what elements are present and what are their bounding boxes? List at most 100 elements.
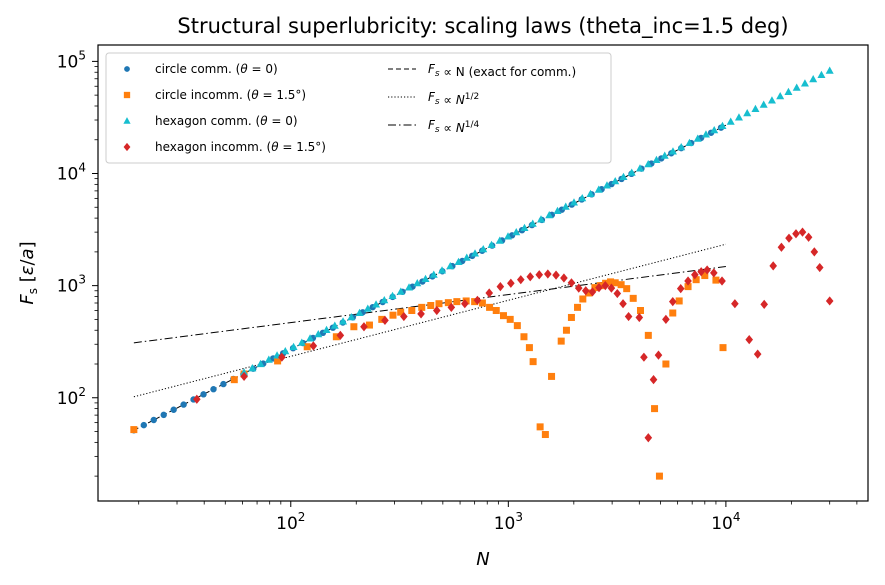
data-point: [785, 233, 793, 243]
data-point: [123, 142, 131, 152]
data-point: [495, 236, 504, 244]
data-point: [753, 349, 762, 359]
legend-label: Fs ∝ N1/4: [428, 118, 480, 135]
data-point: [649, 375, 658, 385]
data-point: [644, 433, 653, 443]
data-point: [473, 295, 482, 305]
data-point: [471, 249, 480, 257]
data-point: [496, 282, 505, 292]
data-point: [471, 298, 479, 306]
series-group: [240, 66, 834, 376]
data-point: [691, 270, 699, 280]
data-point: [461, 299, 469, 309]
data-point: [529, 358, 537, 366]
data-point: [585, 289, 593, 297]
legend-box: [105, 52, 612, 164]
data-point: [256, 359, 265, 368]
data-point: [777, 242, 786, 252]
data-point: [248, 364, 257, 372]
data-point: [619, 299, 627, 309]
data-point: [421, 274, 430, 283]
data-point: [405, 283, 414, 291]
data-point: [660, 151, 669, 159]
data-point: [180, 401, 187, 408]
data-point: [676, 284, 685, 294]
y-tick-label: 105: [57, 48, 86, 72]
data-point: [557, 337, 565, 345]
data-point: [560, 273, 568, 283]
plot-frame: [97, 44, 869, 502]
data-point: [220, 380, 227, 388]
data-point: [767, 96, 776, 104]
data-point: [123, 91, 131, 99]
data-point: [745, 335, 754, 345]
data-point: [548, 372, 556, 380]
y-tick-label: 103: [57, 273, 86, 297]
data-point: [579, 295, 587, 303]
data-point: [809, 74, 818, 83]
data-point: [817, 70, 826, 79]
data-point: [520, 333, 528, 341]
data-point: [230, 376, 238, 384]
x-tick-label: 103: [494, 510, 523, 534]
legend-label: circle incomm. (θ = 1.5°): [155, 88, 306, 102]
data-point: [447, 302, 456, 312]
legend-label: hexagon incomm. (θ = 1.5°): [155, 140, 326, 154]
data-point: [693, 134, 702, 142]
data-point: [278, 352, 286, 362]
data-point: [760, 299, 768, 310]
data-point: [595, 283, 603, 293]
data-point: [623, 285, 631, 293]
data-point: [718, 276, 726, 286]
data-point: [635, 164, 644, 172]
data-point: [701, 130, 710, 138]
data-point: [800, 79, 809, 87]
data-point: [825, 66, 834, 74]
data-point: [200, 391, 207, 398]
data-point: [525, 344, 533, 352]
data-point: [520, 223, 529, 232]
data-point: [692, 276, 700, 284]
x-tick-label: 104: [711, 510, 740, 534]
data-point: [602, 181, 611, 189]
data-point: [651, 405, 659, 413]
data-point: [350, 323, 358, 331]
data-point: [389, 311, 397, 319]
data-point: [453, 298, 461, 306]
x-axis-label: N: [476, 549, 489, 570]
data-point: [607, 278, 615, 286]
data-point: [718, 121, 727, 130]
data-point: [697, 267, 705, 277]
data-point: [684, 283, 692, 291]
y-tick-label: 102: [57, 385, 86, 409]
data-point: [640, 352, 648, 362]
data-point: [512, 227, 521, 236]
data-point: [355, 308, 364, 317]
reference-line: [133, 243, 727, 398]
data-point: [170, 406, 177, 413]
data-point: [581, 286, 590, 296]
data-point: [281, 347, 290, 355]
data-point: [478, 299, 486, 307]
data-point: [636, 307, 644, 315]
data-point: [751, 104, 760, 113]
data-point: [734, 113, 743, 121]
data-point: [446, 261, 455, 270]
data-point: [569, 198, 578, 206]
data-point: [567, 278, 576, 288]
data-point: [309, 341, 318, 351]
data-point: [438, 266, 447, 274]
data-point: [526, 272, 535, 282]
legend: circle comm. (θ = 0) circle incomm. (θ = …: [105, 52, 612, 164]
data-point: [537, 215, 546, 223]
data-point: [652, 155, 661, 164]
data-point: [427, 301, 435, 309]
data-point: [380, 295, 389, 304]
data-point: [274, 357, 282, 365]
data-point: [297, 338, 306, 346]
data-point: [675, 297, 683, 305]
chart-title: Structural superlubricity: scaling laws …: [177, 14, 788, 39]
reference-line: [133, 124, 727, 431]
data-point: [400, 311, 408, 322]
data-point: [710, 268, 718, 278]
